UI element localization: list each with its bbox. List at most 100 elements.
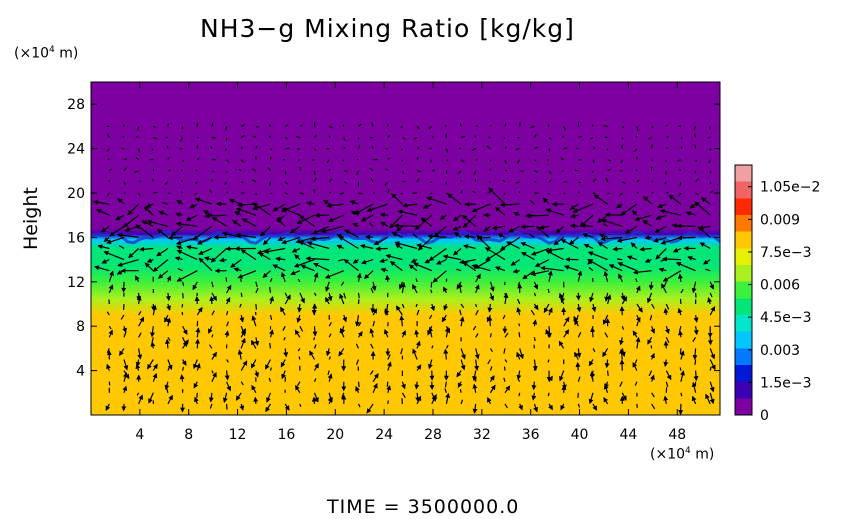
wind-vector (328, 168, 331, 171)
wind-vector (122, 385, 128, 393)
wind-vector (563, 147, 568, 150)
wind-vector (195, 363, 201, 371)
wind-vector (607, 370, 609, 376)
wind-vector (370, 303, 376, 314)
wind-vector (587, 251, 608, 261)
wind-vector (534, 259, 550, 267)
wind-vector (620, 292, 626, 301)
wind-vector (299, 325, 304, 332)
wind-vector (593, 194, 608, 205)
wind-vector (576, 303, 582, 313)
wind-vector (588, 392, 594, 405)
wind-vector (226, 170, 228, 173)
wind-vector (153, 125, 157, 128)
wind-vector (699, 242, 711, 250)
chart-title: NH3−g Mixing Ratio [kg/kg] (200, 14, 575, 43)
wind-vector (647, 292, 653, 304)
wind-vector (166, 303, 171, 311)
wind-vector (457, 381, 463, 388)
wind-vector (123, 359, 129, 371)
wind-vector (170, 225, 183, 237)
wind-vector (624, 225, 638, 234)
wind-vector (452, 225, 462, 231)
wind-vector (401, 392, 406, 399)
wind-vector (604, 292, 610, 302)
wind-vector (283, 348, 289, 358)
wind-vector (622, 181, 626, 184)
wind-vector (617, 262, 638, 272)
wind-vector (96, 209, 110, 216)
wind-vector (134, 170, 139, 173)
wind-vector (153, 191, 158, 194)
wind-vector (235, 207, 257, 216)
wind-vector (107, 158, 110, 161)
wind-vector (502, 179, 506, 183)
wind-vector (252, 168, 257, 172)
wind-vector (299, 124, 303, 127)
wind-vector (709, 281, 715, 290)
wind-vector (643, 196, 653, 205)
wind-vector (569, 213, 579, 219)
wind-vector (150, 341, 156, 349)
wind-vector (306, 241, 330, 250)
wind-vector (138, 192, 141, 197)
wind-vector (677, 307, 683, 316)
wind-vector (472, 325, 477, 331)
wind-vector (576, 147, 579, 150)
wind-vector (253, 135, 257, 139)
wind-vector (239, 314, 245, 323)
wind-vector (547, 270, 553, 282)
time-label: TIME = 3500000.0 (327, 496, 520, 518)
wind-vector (692, 348, 698, 361)
wind-vector (270, 148, 273, 151)
wind-vector (252, 202, 271, 216)
wind-vector (460, 359, 466, 371)
wind-vector (534, 170, 539, 173)
wind-vector (181, 180, 184, 183)
wind-vector (580, 223, 594, 229)
wind-vector (532, 359, 538, 371)
wind-vector (602, 223, 608, 227)
wind-vector (530, 270, 550, 277)
wind-vector (416, 125, 420, 130)
wind-vector (428, 314, 433, 320)
wind-vector (174, 256, 183, 262)
wind-vector (694, 359, 697, 365)
wind-vector (342, 314, 348, 323)
wind-vector (445, 148, 449, 153)
wind-vector (665, 370, 672, 381)
x-tick-label: 24 (375, 427, 393, 443)
wind-vector (488, 136, 491, 139)
wind-vector (373, 236, 389, 246)
wind-vector (194, 396, 199, 405)
wind-vector (680, 288, 684, 294)
wind-vector (150, 326, 155, 338)
wind-vector (475, 273, 481, 283)
wind-vector (193, 381, 199, 389)
wind-vector (679, 350, 685, 360)
wind-vector (415, 303, 418, 308)
wind-vector (314, 134, 317, 138)
wind-vector (328, 135, 331, 138)
wind-vector (313, 392, 319, 403)
wind-vector (343, 258, 359, 272)
wind-vector (443, 348, 449, 360)
wind-vector (663, 340, 669, 349)
wind-vector (156, 228, 169, 238)
wind-vector (445, 344, 449, 349)
wind-vector (548, 179, 552, 183)
wind-vector (489, 366, 493, 371)
wind-vector (504, 359, 508, 363)
wind-vector (530, 309, 535, 316)
wind-vector (366, 203, 388, 212)
wind-vector (389, 214, 403, 229)
wind-vector (386, 385, 392, 393)
wind-vector (355, 359, 360, 365)
wind-vector (452, 214, 462, 222)
wind-vector (636, 191, 639, 194)
wind-vector (299, 192, 305, 195)
wind-vector (280, 271, 286, 283)
wind-vector (177, 268, 183, 272)
wind-vector (297, 159, 301, 162)
wind-vector (444, 124, 447, 127)
